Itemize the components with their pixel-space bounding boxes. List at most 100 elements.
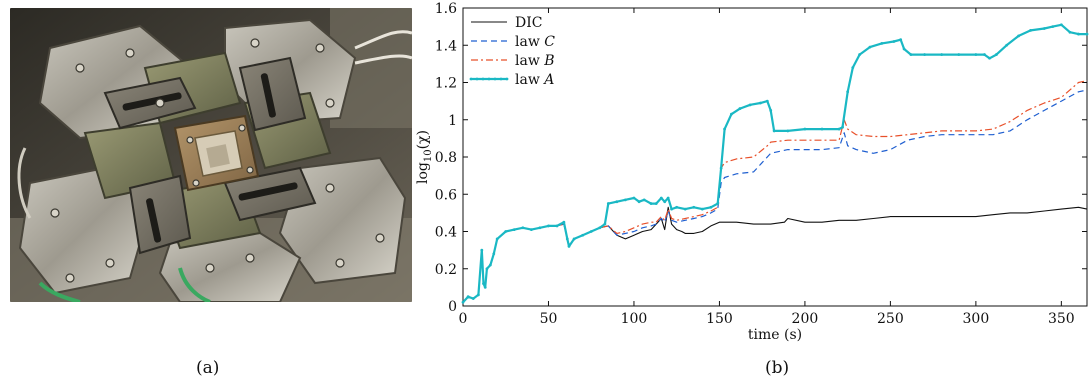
series-point [957, 53, 961, 56]
apparatus-photo [10, 8, 412, 302]
series-point [902, 47, 906, 51]
series-point [983, 53, 986, 56]
series-point [624, 198, 627, 202]
series-point [589, 230, 593, 233]
legend-marker [499, 77, 503, 81]
x-tick-label: 150 [706, 311, 733, 327]
y-tick-label: 0.8 [435, 150, 457, 166]
series-point [709, 205, 713, 209]
legend-marker [481, 77, 485, 81]
series-point [538, 226, 542, 230]
x-axis-title: time (s) [748, 327, 802, 343]
series-line-law-a [462, 23, 1087, 304]
series-point [730, 112, 733, 116]
y-tick-label: 0.4 [435, 225, 457, 241]
x-tick-label: 250 [877, 311, 904, 327]
series-point [529, 228, 533, 232]
series-point [851, 66, 855, 69]
y-tick-label: 0 [448, 299, 457, 315]
series-point [670, 207, 673, 211]
series-point [572, 237, 576, 241]
series-point [567, 245, 571, 248]
series-point [716, 202, 720, 205]
series-point [748, 103, 752, 107]
y-axis-title-subscript: 10 [423, 149, 434, 162]
series-point [786, 129, 790, 133]
series-point [1029, 28, 1032, 32]
series-point [606, 202, 610, 205]
plot-frame [462, 7, 1088, 307]
ticks-layer: 0 50 100 150 200 250 300 350 0 0.2 0.4 0.6 0.8 1 1.2 1.… [435, 1, 1087, 327]
series-point [1068, 30, 1072, 34]
series-point [666, 196, 670, 200]
y-tick-label: 0.6 [435, 187, 457, 203]
x-tick-label: 0 [459, 311, 468, 327]
series-point [1005, 43, 1009, 47]
series-point [562, 220, 566, 224]
series-point [846, 90, 850, 94]
caption-a: (a) [196, 358, 220, 378]
series-point [565, 237, 569, 241]
legend-label: DIC [515, 15, 542, 31]
series-point [471, 297, 475, 300]
biaxial-test-machine-photo-icon [10, 8, 412, 302]
series-point [820, 127, 824, 131]
series-point [803, 127, 807, 131]
series-point [649, 202, 653, 205]
series-point [581, 233, 585, 237]
series-point [504, 230, 508, 233]
series-point [772, 129, 776, 133]
series-line-law-b [462, 80, 1088, 303]
legend-label: law B [515, 53, 555, 69]
series-point [700, 207, 704, 211]
legend-label: law C [515, 34, 555, 50]
x-tick-label: 300 [963, 311, 990, 327]
series-point [485, 267, 489, 271]
y-tick-label: 1.4 [435, 38, 457, 54]
series-point [480, 248, 484, 252]
series-point [738, 107, 742, 110]
series-point [1051, 25, 1055, 29]
legend-marker [493, 77, 497, 81]
y-tick-label: 1.2 [435, 76, 457, 92]
series-point [476, 293, 480, 297]
x-tick-label: 350 [1048, 311, 1075, 327]
series-point [892, 40, 896, 43]
x-tick-label: 200 [792, 311, 819, 327]
series-point [769, 109, 773, 112]
series-point [547, 224, 550, 228]
series-point [461, 300, 465, 304]
series-point [642, 198, 646, 202]
series-point [1017, 34, 1021, 38]
series-point [603, 222, 607, 226]
legend-marker [487, 77, 491, 81]
series-point [488, 263, 492, 267]
y-axis-title: log10(χ) [415, 130, 434, 184]
series-point [482, 282, 485, 286]
legend: DIC law C law B law A [469, 15, 555, 88]
series-point [637, 200, 641, 204]
series-point [858, 53, 862, 56]
x-tick-label: 100 [621, 311, 648, 327]
legend-label: law A [515, 72, 554, 88]
series-point [880, 41, 884, 45]
y-axis-title-arg: (χ) [415, 130, 431, 149]
series-point [483, 285, 487, 289]
series-point [654, 202, 658, 205]
y-tick-label: 0.2 [435, 262, 457, 278]
series-point [555, 224, 559, 228]
y-axis-title-main: log [415, 162, 431, 184]
series-point [765, 99, 769, 103]
legend-marker [475, 77, 479, 81]
series-point [940, 53, 944, 56]
series-point [719, 166, 723, 170]
y-tick-label: 1 [448, 113, 457, 129]
series-point [994, 53, 998, 56]
legend-marker [469, 77, 473, 81]
series-point [598, 226, 602, 230]
series-point [988, 56, 991, 60]
series-point [659, 196, 663, 200]
series-point [868, 45, 872, 49]
caption-b: (b) [765, 358, 790, 378]
series-point [837, 127, 841, 131]
